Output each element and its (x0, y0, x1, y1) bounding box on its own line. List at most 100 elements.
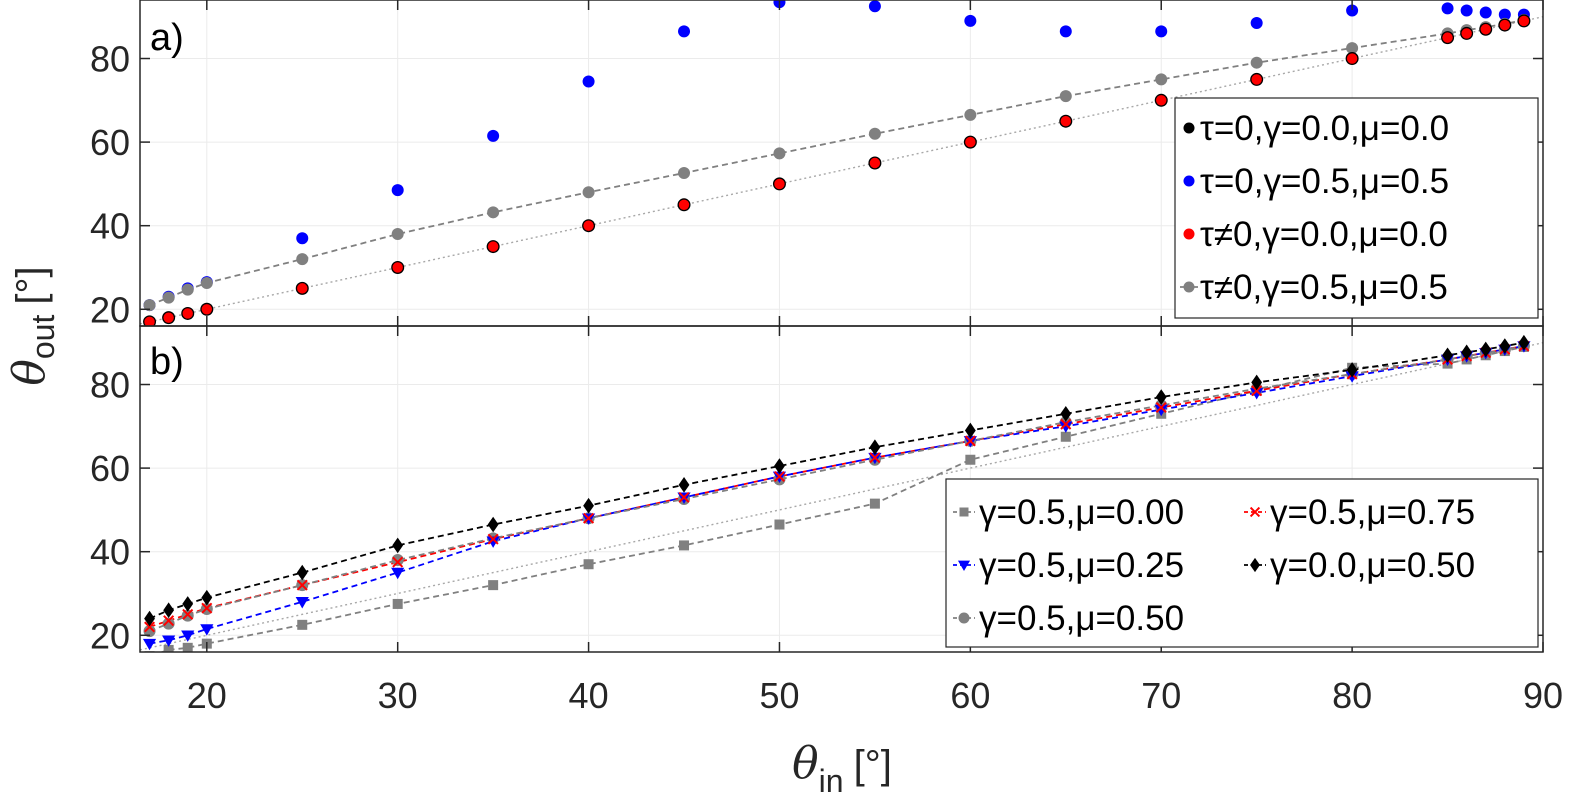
point-g00_m050 (583, 497, 594, 514)
point-tau-ne0-g0-m0 (1480, 24, 1491, 35)
legend-marker-g00_m050 (1250, 557, 1260, 573)
point-tau-ne0-g05-m05 (1250, 56, 1263, 69)
point-g00_m050 (1060, 405, 1072, 422)
legend-marker-g05_m000 (959, 507, 969, 517)
point-g05_m000 (297, 619, 308, 630)
point-g05_m075 (296, 579, 308, 591)
y-tick-label: 20 (90, 289, 130, 330)
point-tau-ne0-g05-m05 (868, 127, 881, 140)
y-tick-label: 60 (90, 448, 130, 489)
point-tau-ne0-g0-m0 (678, 199, 690, 210)
x-tick-label: 40 (569, 675, 609, 716)
legend-label-tau0_g05_m05: τ=0,γ=0.5,μ=0.5 (1200, 162, 1449, 201)
point-g00_m050 (1480, 341, 1492, 358)
x-axis-symbol: θ (792, 738, 819, 789)
point-tau-ne0-g05-m05 (582, 186, 595, 199)
point-tau-ne0-g0-m0 (965, 136, 976, 148)
legend-label-taun_g0_m0: τ≠0,γ=0.0,μ=0.0 (1200, 215, 1448, 254)
point-tau0-g05-m05 (1441, 2, 1454, 15)
x-tick-label: 60 (950, 675, 990, 716)
point-g00_m050 (163, 602, 175, 619)
point-tau0-g05-m05 (678, 25, 691, 38)
point-tau-ne0-g0-m0 (163, 312, 174, 323)
point-tau-ne0-g05-m05 (1059, 90, 1072, 103)
point-g00_m050 (487, 516, 499, 533)
point-g05_m075 (201, 602, 213, 614)
point-tau-ne0-g0-m0 (1156, 95, 1167, 106)
point-tau-ne0-g05-m05 (964, 108, 977, 121)
y-tick-label: 80 (90, 365, 130, 406)
point-tau-ne0-g05-m05 (773, 147, 786, 160)
point-tau-ne0-g0-m0 (392, 262, 403, 273)
point-g05_m000 (163, 644, 174, 652)
x-tick-label: 80 (1332, 675, 1372, 716)
point-g05_m025 (295, 597, 309, 609)
point-tau0-g05-m05 (1250, 16, 1263, 29)
point-tau0-g05-m05 (487, 129, 500, 142)
legend-label-taun_g05_m05: τ≠0,γ=0.5,μ=0.5 (1200, 268, 1448, 307)
point-tau-ne0-g05-m05 (678, 167, 691, 180)
x-axis-unit: [°] (854, 743, 892, 787)
point-tau-ne0-g05-m05 (296, 253, 309, 266)
legend-marker-tau0_g05_m05 (1183, 175, 1195, 187)
point-tau-ne0-g0-m0 (144, 316, 155, 326)
y-axis-label: θout [°] (4, 266, 61, 385)
x-tick-label: 30 (378, 675, 418, 716)
point-tau-ne0-g05-m05 (487, 206, 500, 219)
legend-label-g05_m075: γ=0.5,μ=0.75 (1270, 493, 1475, 532)
legend-label-g05_m025: γ=0.5,μ=0.25 (979, 546, 1184, 585)
point-g05_m000 (488, 580, 499, 591)
legend-label-tau0_g0_m0: τ=0,γ=0.0,μ=0.0 (1200, 109, 1449, 148)
point-g05_m075 (773, 470, 785, 482)
point-tau0-g05-m05 (1479, 6, 1492, 19)
panel-a-legend: τ=0,γ=0.0,μ=0.0 τ=0,γ=0.5,μ=0.5 τ≠0,γ=0.0,… (1174, 97, 1539, 319)
legend-marker-tau0_g0_m0 (1183, 122, 1195, 134)
point-tau-ne0-g0-m0 (182, 308, 193, 319)
point-tau-ne0-g05-m05 (143, 299, 156, 312)
point-g05_m075 (392, 556, 404, 568)
point-g05_m025 (181, 630, 195, 642)
point-tau-ne0-g0-m0 (297, 283, 308, 294)
point-g05_m025 (391, 567, 405, 580)
point-tau0-g05-m05 (868, 0, 881, 13)
point-tau-ne0-g05-m05 (181, 283, 194, 296)
point-g05_m075 (163, 615, 175, 627)
point-g00_m050 (678, 477, 690, 493)
point-g05_m050 (143, 625, 156, 638)
x-tick-label: 20 (187, 675, 227, 716)
point-tau-ne0-g05-m05 (162, 291, 175, 304)
y-tick-label: 40 (90, 206, 130, 247)
point-tau-ne0-g0-m0 (774, 178, 785, 190)
panel-a-y-ticks: 20 40 60 80 (90, 39, 1543, 330)
point-g00_m050 (201, 589, 213, 606)
point-g00_m050 (1461, 344, 1473, 361)
x-axis-label: θin [°] (792, 738, 892, 799)
point-g05_m075 (1155, 401, 1167, 414)
point-g05_m000 (679, 540, 690, 551)
x-tick-label: 70 (1141, 675, 1181, 716)
point-g05_m075 (182, 608, 194, 620)
legend-label-g00_m050: γ=0.0,μ=0.50 (1270, 546, 1475, 585)
point-g00_m050 (1442, 347, 1453, 364)
point-g05_m050 (391, 554, 404, 567)
y-axis-subscript: out (25, 315, 61, 360)
point-g05_m075 (487, 533, 499, 545)
series-line-tau-ne0-g05-m05 (149, 19, 1525, 306)
point-g05_m000 (182, 642, 193, 652)
point-g05_m050 (162, 617, 175, 630)
identity-reference-line (140, 16, 1543, 325)
point-g05_m025 (162, 635, 176, 647)
panel-a-series (143, 0, 1531, 326)
point-g05_m000 (869, 498, 880, 509)
y-axis-unit: [°] (9, 266, 53, 304)
point-tau0-g05-m05 (1346, 4, 1359, 17)
point-g00_m050 (869, 439, 881, 456)
point-tau-ne0-g05-m05 (200, 276, 213, 289)
point-tau-ne0-g0-m0 (1499, 19, 1511, 31)
point-g00_m050 (392, 537, 404, 554)
point-tau-ne0-g0-m0 (1060, 116, 1071, 127)
point-g05_m000 (774, 519, 785, 530)
point-g00_m050 (1518, 334, 1530, 351)
point-g00_m050 (1251, 374, 1263, 391)
y-tick-label: 80 (90, 39, 130, 80)
